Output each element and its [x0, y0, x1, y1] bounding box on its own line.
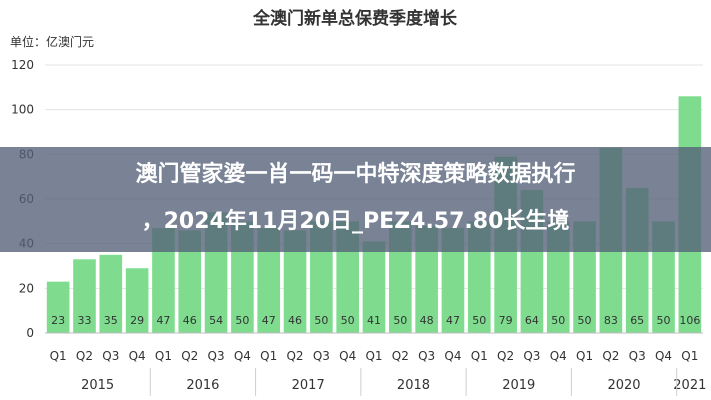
bar-value-label: 50 [235, 314, 249, 327]
bar [178, 230, 202, 333]
bar-value-label: 50 [472, 314, 486, 327]
quarter-tick-label: Q4 [444, 349, 461, 363]
bar [99, 254, 123, 333]
quarter-tick-label: Q4 [234, 349, 251, 363]
bar [415, 225, 438, 333]
banner-line-1: 澳门管家婆一肖一码一中特深度策略数据执行 [135, 162, 576, 187]
quarter-tick-label: Q1 [576, 349, 593, 363]
bar-value-label: 46 [183, 314, 197, 327]
year-label: 2021 [673, 378, 706, 393]
quarter-tick-label: Q3 [313, 349, 330, 363]
year-label: 2015 [81, 378, 114, 393]
quarter-tick-label: Q3 [629, 349, 646, 363]
bar [46, 281, 70, 333]
bar [152, 228, 175, 333]
quarter-tick-label: Q2 [602, 349, 619, 363]
bar-value-label: 50 [341, 314, 355, 327]
bar-value-label: 83 [604, 314, 618, 327]
year-label: 2018 [397, 378, 430, 393]
bar-value-label: 64 [525, 314, 539, 327]
x-axis-quarter-ticks: Q1 Q2 Q3 Q4 Q1 Q2 Q3 Q4 Q1 Q2 Q3 Q4 Q1 Q2 Q3 Q4 Q1 Q2 Q3 Q4… [45, 332, 703, 363]
bar [362, 241, 386, 333]
quarter-tick-label: Q3 [102, 349, 119, 363]
year-label: 2019 [502, 378, 535, 393]
bar-value-label: 47 [156, 314, 170, 327]
quarter-tick-label: Q4 [655, 349, 672, 363]
y-tick-label: 0 [26, 326, 34, 340]
bar [283, 230, 307, 333]
quarter-tick-label: Q3 [418, 349, 435, 363]
quarter-tick-label: Q2 [286, 349, 303, 363]
quarter-tick-label: Q2 [497, 349, 514, 363]
quarter-tick-label: Q1 [155, 349, 172, 363]
quarter-tick-label: Q1 [471, 349, 488, 363]
bar [73, 259, 96, 333]
x-axis-year-labels: 2015 2016 2017 2018 2019 2020 2021 [81, 368, 706, 396]
year-label: 2020 [607, 378, 640, 393]
quarter-tick-label: Q2 [392, 349, 409, 363]
quarter-tick-label: Q2 [181, 349, 198, 363]
bar-value-label: 50 [657, 314, 671, 327]
bar-value-label: 35 [104, 314, 118, 327]
bar-value-label: 41 [367, 314, 381, 327]
quarter-tick-label: Q2 [76, 349, 93, 363]
bar-value-label: 50 [393, 314, 407, 327]
y-axis-unit-label: 单位：亿澳门元 [10, 34, 94, 49]
quarter-tick-label: Q4 [129, 349, 146, 363]
bar-value-label: 47 [262, 314, 276, 327]
y-tick-label: 100 [11, 103, 34, 117]
bar-value-label: 48 [420, 314, 434, 327]
bar-value-label: 33 [77, 314, 91, 327]
chart-title: 全澳门新单总保费季度增长 [252, 8, 458, 29]
bar-value-label: 79 [499, 314, 513, 327]
bar [441, 228, 465, 333]
quarter-tick-label: Q1 [365, 349, 382, 363]
year-label: 2016 [186, 378, 219, 393]
quarter-tick-label: Q1 [260, 349, 277, 363]
y-tick-label: 20 [19, 281, 34, 295]
quarter-tick-label: Q3 [208, 349, 225, 363]
banner-line-2: ，2024年11月20日_PEZ4.57.80长生境 [141, 209, 570, 234]
quarter-tick-label: Q1 [681, 349, 698, 363]
bar-value-label: 50 [578, 314, 592, 327]
bar-value-label: 29 [130, 314, 144, 327]
bar-value-label: 50 [551, 314, 565, 327]
overlay-banner [0, 147, 711, 252]
bar-value-label: 47 [446, 314, 460, 327]
bar-value-label: 65 [630, 314, 644, 327]
bar-value-label: 23 [51, 314, 65, 327]
bar-value-label: 106 [679, 314, 700, 327]
year-label: 2017 [292, 378, 325, 393]
bar-data-labels: 23 33 35 29 47 46 54 50 47 46 50 50 41 50 48 47 50 79 64 50… [51, 314, 700, 327]
quarter-tick-label: Q1 [50, 349, 67, 363]
bar-value-label: 46 [288, 314, 302, 327]
quarter-tick-label: Q4 [550, 349, 567, 363]
bar [257, 228, 281, 333]
y-tick-label: 120 [11, 58, 34, 72]
bar [125, 268, 149, 333]
bar-value-label: 54 [209, 314, 223, 327]
quarter-tick-label: Q4 [339, 349, 356, 363]
bar-value-label: 50 [314, 314, 328, 327]
quarter-tick-label: Q3 [523, 349, 540, 363]
